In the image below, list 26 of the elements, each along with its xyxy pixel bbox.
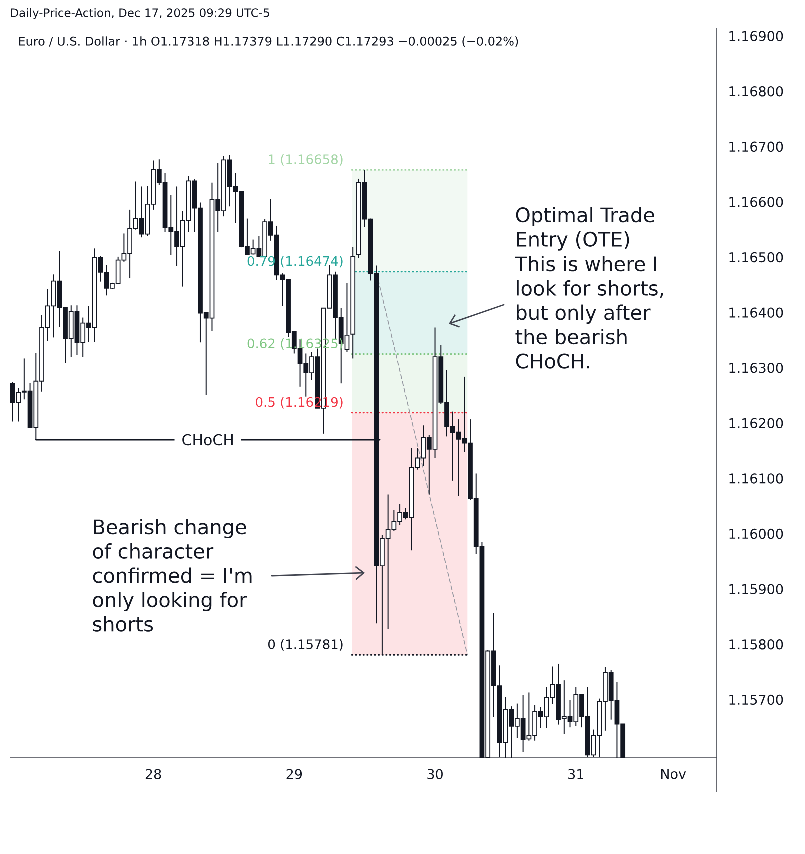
annotation: Optimal Trade Entry (OTE) <box>516 207 654 251</box>
text: Euro / U.S. Dollar · 1h O1.17318 H1.17379 L1.17290 C1.17293 −0.00025 (−0.02%) <box>19 36 518 48</box>
y-tick-label: 1.16600 <box>730 197 784 208</box>
x-tick-label: 31 <box>568 769 584 780</box>
y-tick-label: 1.16800 <box>730 86 784 97</box>
chart-title: Daily-Price-Action, Dec 17, 2025 09:29 UTC-5 <box>11 8 270 20</box>
y-tick-label: 1.16100 <box>730 474 784 484</box>
y-tick-label: 1.16000 <box>730 528 784 540</box>
y-tick-label: 1.16700 <box>730 142 784 152</box>
series-label: 0 (1.15781) <box>268 639 343 651</box>
y-tick-label: 1.16400 <box>730 308 784 318</box>
y-tick-label: 1.16900 <box>730 31 784 42</box>
x-tick-label: Nov <box>661 769 686 780</box>
annotation: Bearish change of character confirmed = I'm only looking for shorts <box>93 519 252 632</box>
series-label: CHoCH <box>182 434 233 446</box>
x-tick-label: 29 <box>286 769 302 780</box>
y-tick-label: 1.15700 <box>730 694 784 706</box>
y-tick-label: 1.16300 <box>730 363 784 374</box>
annotation: This is where I look for shorts, but only after the bearish CHoCH. <box>515 256 664 369</box>
x-tick-label: 28 <box>146 769 162 780</box>
y-tick-label: 1.15900 <box>730 584 784 594</box>
series-label: 1 (1.16658) <box>269 154 343 166</box>
y-tick-label: 1.15800 <box>730 640 784 650</box>
y-tick-label: 1.16200 <box>730 418 784 429</box>
y-tick-label: 1.16500 <box>730 252 784 263</box>
x-tick-label: 30 <box>428 769 443 780</box>
